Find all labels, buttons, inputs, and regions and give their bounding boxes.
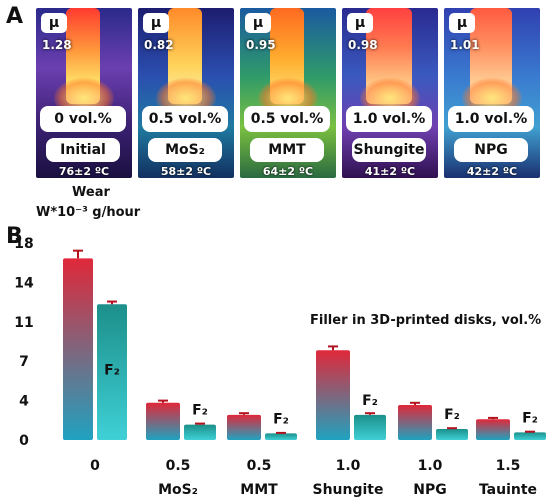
y-tick-label: 4 — [19, 394, 29, 410]
wear-bar-f2 — [354, 414, 386, 440]
friction-coefficient: 1.28 — [42, 38, 72, 52]
mu-symbol: μ — [347, 13, 373, 33]
x-tick-label-material: Tauinte — [479, 482, 537, 498]
concentration-label: 0.5 vol.% — [142, 106, 228, 132]
thermal-image-shungite: μ 0.98 1.0 vol.% Shungite 41±2 ºC — [342, 8, 438, 178]
x-tick-label-material: MMT — [240, 482, 278, 498]
f2-label: F₂ — [444, 407, 460, 423]
panel-a-letter: A — [6, 4, 24, 29]
x-tick-label: 0.5 — [247, 458, 272, 474]
x-axis-ticks: 0 0.5 MoS₂ 0.5 MMT 1.0 Shungite 1.0 NPG 1.5 Tauint… — [90, 458, 537, 498]
f2-label: F₂ — [273, 411, 289, 427]
thermal-images-strip: μ 1.28 0 vol.% Initial 76±2 ºC μ 0.82 0.… — [36, 8, 541, 178]
material-label: MoS₂ — [148, 138, 222, 162]
temperature-label: 64±2 ºC — [262, 165, 314, 178]
f2-label: F₂ — [362, 393, 378, 409]
wear-bar — [476, 419, 510, 440]
concentration-label: 0.5 vol.% — [244, 106, 330, 132]
y-axis-title-line1: Wear — [72, 185, 110, 200]
friction-coefficient: 0.95 — [246, 38, 276, 52]
mu-symbol: μ — [41, 13, 67, 33]
x-tick-label-material: NPG — [413, 482, 446, 498]
x-tick-label: 1.0 — [336, 458, 361, 474]
friction-coefficient: 0.82 — [144, 38, 174, 52]
mu-symbol: μ — [449, 13, 475, 33]
material-label: NPG — [454, 138, 528, 162]
wear-bar — [316, 350, 350, 440]
y-tick-label: 7 — [19, 354, 29, 370]
y-axis-title-line2: W*10⁻³ g/hour — [36, 205, 141, 220]
wear-bar-f2 — [97, 304, 127, 440]
thermal-image-mos2: μ 0.82 0.5 vol.% MoS₂ 58±2 ºC — [138, 8, 234, 178]
x-tick-label: 0 — [90, 458, 100, 474]
wear-bar-f2 — [514, 432, 546, 440]
temperature-label: 58±2 ºC — [160, 165, 212, 178]
f2-label: F₂ — [104, 362, 120, 378]
friction-coefficient: 0.98 — [348, 38, 378, 52]
y-axis-title: Wear W*10⁻³ g/hour — [36, 183, 140, 223]
f2-label: F₂ — [192, 403, 208, 419]
wear-bar-f2 — [436, 429, 468, 440]
thermal-image-mmt: μ 0.95 0.5 vol.% MMT 64±2 ºC — [240, 8, 336, 178]
temperature-label: 41±2 ºC — [364, 165, 416, 178]
wear-bar-f2 — [184, 424, 216, 440]
mu-symbol: μ — [245, 13, 271, 33]
x-tick-label-material: MoS₂ — [158, 482, 198, 498]
material-label: Initial — [46, 138, 120, 162]
y-tick-label: 14 — [14, 275, 34, 291]
material-label: Shungite — [352, 138, 426, 162]
mu-symbol: μ — [143, 13, 169, 33]
temperature-label: 42±2 ºC — [466, 165, 518, 178]
wear-bar — [398, 404, 432, 440]
x-tick-label-material: Shungite — [313, 482, 384, 498]
wear-bar — [146, 402, 180, 440]
f2-label: F₂ — [522, 410, 538, 426]
temperature-label: 76±2 ºC — [58, 165, 110, 178]
concentration-label: 1.0 vol.% — [448, 106, 534, 132]
chart-annotation: Filler in 3D-printed disks, vol.% — [310, 313, 541, 328]
material-label: MMT — [250, 138, 324, 162]
concentration-label: 0 vol.% — [40, 106, 126, 132]
wear-bar-f2 — [265, 433, 297, 440]
y-tick-label: 11 — [14, 315, 33, 331]
friction-coefficient: 1.01 — [450, 38, 480, 52]
panel-b-letter: B — [6, 224, 23, 249]
concentration-label: 1.0 vol.% — [346, 106, 432, 132]
y-tick-label: 0 — [19, 433, 29, 449]
wear-bar — [227, 414, 261, 440]
x-tick-label: 1.5 — [496, 458, 521, 474]
x-tick-label: 1.0 — [418, 458, 443, 474]
y-tick-label: 18 — [14, 236, 33, 252]
x-tick-label: 0.5 — [166, 458, 191, 474]
thermal-image-npg: μ 1.01 1.0 vol.% NPG 42±2 ºC — [444, 8, 540, 178]
wear-bar — [63, 258, 93, 440]
bars: F₂ F₂ F₂ F₂ F₂ F₂ — [63, 249, 546, 440]
thermal-image-initial: μ 1.28 0 vol.% Initial 76±2 ºC — [36, 8, 132, 178]
y-axis-ticks: 0 4 7 11 14 18 — [14, 236, 34, 449]
